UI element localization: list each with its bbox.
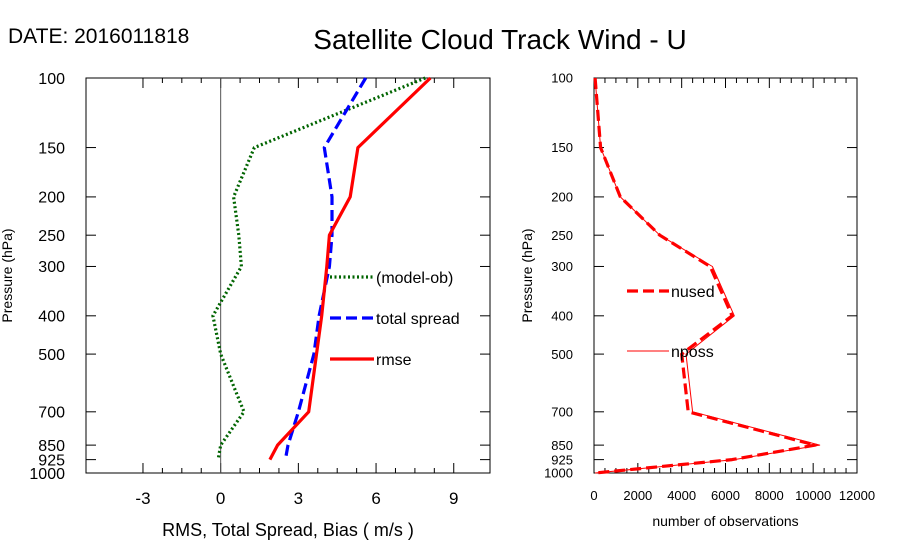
legend-label: (model-ob) xyxy=(376,270,453,287)
y-tick-label: 500 xyxy=(38,347,65,364)
x-tick-label: 10000 xyxy=(795,488,831,503)
y-tick-label: 300 xyxy=(38,259,65,276)
x-tick-label: 9 xyxy=(449,489,458,508)
y-tick-label: 150 xyxy=(551,140,573,155)
y-tick-label: 850 xyxy=(551,438,573,453)
y-tick-label: 400 xyxy=(551,308,573,323)
y-tick-label: 1000 xyxy=(29,466,65,483)
x-tick-label: 12000 xyxy=(839,488,875,503)
x-axis-label: RMS, Total Spread, Bias ( m/s ) xyxy=(162,520,414,540)
legend-label: total spread xyxy=(376,311,460,328)
x-tick-label: 8000 xyxy=(755,488,784,503)
y-tick-label: 400 xyxy=(38,309,65,326)
date-label: DATE: 2016011818 xyxy=(8,25,189,48)
y-tick-label: 700 xyxy=(551,404,573,419)
y-tick-label: 100 xyxy=(551,71,573,86)
y-tick-label: 700 xyxy=(38,405,65,422)
y-tick-label: 250 xyxy=(38,228,65,245)
y-axis-label: Pressure (hPa) xyxy=(0,228,15,322)
series-line-nposs xyxy=(594,77,821,474)
y-tick-label: 250 xyxy=(551,228,573,243)
x-tick-label: 3 xyxy=(294,489,303,508)
x-tick-label: 6 xyxy=(371,489,380,508)
y-tick-label: 200 xyxy=(551,190,573,205)
y-tick-label: 925 xyxy=(38,452,65,469)
legend-label: rmse xyxy=(376,352,412,369)
y-tick-label: 500 xyxy=(551,347,573,362)
y-tick-label: 850 xyxy=(38,438,65,455)
y-tick-label: 1000 xyxy=(544,466,573,481)
x-tick-label: 0 xyxy=(590,488,597,503)
x-tick-label: -3 xyxy=(135,489,150,508)
legend-label: nused xyxy=(671,284,715,301)
y-tick-label: 150 xyxy=(38,140,65,157)
y-axis-label: Pressure (hPa) xyxy=(519,228,535,322)
x-tick-label: 4000 xyxy=(667,488,696,503)
series-line-nused xyxy=(593,77,818,475)
y-tick-label: 925 xyxy=(551,452,573,467)
y-tick-label: 100 xyxy=(38,71,65,88)
y-tick-label: 200 xyxy=(38,190,65,207)
y-tick-label: 300 xyxy=(551,259,573,274)
series-line-model-ob xyxy=(211,76,426,460)
x-tick-label: 0 xyxy=(216,489,225,508)
x-axis-label: number of observations xyxy=(652,513,798,529)
chart-title: Satellite Cloud Track Wind - U xyxy=(313,24,686,55)
plot-frame xyxy=(85,77,491,474)
x-tick-label: 6000 xyxy=(711,488,740,503)
plot-frame xyxy=(593,77,858,474)
x-tick-label: 2000 xyxy=(623,488,652,503)
series-line-rmse xyxy=(268,76,432,461)
legend-label: nposs xyxy=(671,344,714,361)
